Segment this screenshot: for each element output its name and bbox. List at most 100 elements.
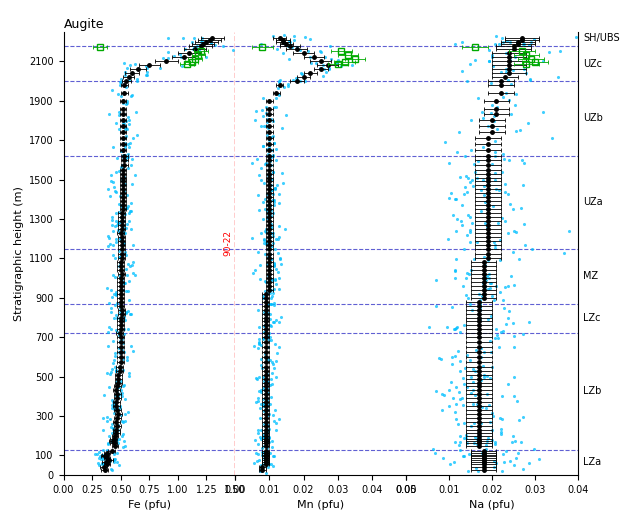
- Point: [264, 209, 274, 217]
- Point: [511, 127, 521, 135]
- Point: [509, 373, 519, 382]
- Point: [103, 232, 113, 240]
- Point: [114, 228, 124, 237]
- Point: [121, 251, 131, 259]
- Point: [461, 430, 471, 439]
- Point: [106, 464, 116, 473]
- Point: [116, 235, 126, 244]
- Point: [444, 194, 454, 203]
- Point: [107, 216, 117, 224]
- Point: [265, 310, 275, 318]
- Point: [305, 53, 316, 61]
- Point: [117, 135, 128, 144]
- Point: [195, 41, 205, 50]
- Point: [258, 142, 268, 150]
- Point: [268, 452, 278, 460]
- Point: [107, 365, 117, 373]
- Point: [472, 435, 482, 443]
- Point: [105, 367, 116, 376]
- Point: [111, 167, 121, 176]
- Point: [119, 324, 130, 333]
- Point: [271, 95, 281, 103]
- Point: [276, 313, 286, 322]
- Point: [106, 171, 116, 180]
- Point: [268, 196, 278, 204]
- Point: [118, 185, 128, 193]
- Point: [258, 400, 269, 408]
- Point: [263, 411, 273, 419]
- Point: [104, 383, 114, 391]
- Point: [261, 422, 271, 430]
- Point: [450, 40, 460, 49]
- Y-axis label: Stratigraphic height (m): Stratigraphic height (m): [13, 186, 23, 321]
- Point: [105, 370, 115, 378]
- Point: [121, 203, 131, 212]
- Point: [488, 409, 498, 417]
- Point: [251, 449, 261, 458]
- Point: [111, 437, 121, 445]
- Point: [263, 271, 273, 279]
- Point: [112, 221, 122, 230]
- Point: [274, 318, 284, 326]
- Point: [266, 212, 276, 220]
- Point: [110, 436, 120, 445]
- Point: [109, 355, 119, 364]
- Point: [482, 204, 492, 213]
- Point: [485, 337, 495, 346]
- Point: [101, 459, 111, 467]
- Point: [256, 426, 266, 434]
- Point: [110, 455, 120, 463]
- Point: [265, 242, 275, 250]
- Point: [264, 299, 274, 308]
- Point: [486, 348, 496, 356]
- Point: [121, 287, 131, 296]
- Point: [107, 177, 117, 186]
- Point: [253, 426, 263, 434]
- Point: [451, 227, 461, 235]
- Point: [262, 396, 272, 404]
- Point: [118, 222, 128, 231]
- Point: [119, 279, 129, 288]
- Point: [116, 278, 126, 287]
- Point: [471, 464, 481, 472]
- Point: [264, 427, 274, 436]
- Point: [483, 121, 493, 130]
- Point: [258, 215, 269, 223]
- Point: [128, 347, 138, 355]
- Point: [264, 162, 274, 171]
- Point: [424, 323, 434, 331]
- Point: [289, 32, 299, 41]
- Point: [131, 108, 141, 117]
- Point: [473, 94, 483, 102]
- Point: [114, 111, 124, 119]
- Point: [265, 185, 276, 194]
- Point: [498, 37, 508, 46]
- Point: [262, 385, 272, 394]
- Point: [264, 438, 274, 447]
- Point: [296, 69, 306, 77]
- Point: [525, 74, 535, 83]
- Point: [261, 420, 271, 429]
- Point: [126, 90, 137, 99]
- Point: [483, 434, 493, 442]
- Point: [481, 272, 491, 280]
- Point: [264, 212, 274, 221]
- Point: [115, 348, 125, 357]
- Point: [498, 296, 509, 305]
- Point: [256, 40, 266, 48]
- Point: [103, 439, 113, 448]
- Point: [116, 92, 126, 100]
- Point: [465, 116, 476, 125]
- Point: [292, 43, 302, 52]
- Point: [490, 438, 500, 446]
- Point: [125, 61, 135, 69]
- Point: [490, 137, 500, 145]
- Point: [269, 301, 279, 309]
- Point: [454, 440, 464, 449]
- Point: [175, 49, 185, 58]
- Point: [481, 441, 491, 450]
- Point: [496, 430, 506, 438]
- Point: [436, 354, 446, 363]
- Point: [448, 210, 458, 219]
- Point: [533, 60, 543, 68]
